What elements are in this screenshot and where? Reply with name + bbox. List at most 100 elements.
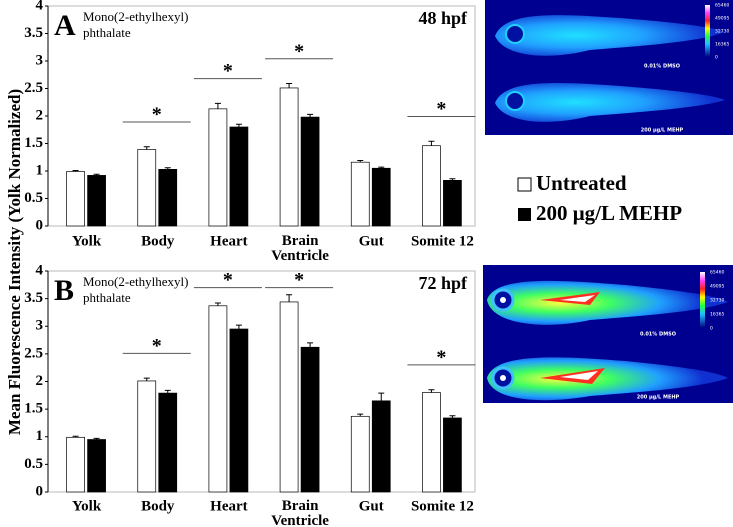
colorbar-label: 49095 xyxy=(715,16,729,22)
bar xyxy=(229,126,249,227)
bar xyxy=(137,380,157,493)
y-tick-label: 4 xyxy=(36,262,44,278)
x-tick-label: Heart xyxy=(210,233,247,249)
bar xyxy=(422,145,441,227)
inset-image xyxy=(483,265,733,403)
y-tick-label: 0 xyxy=(36,483,44,499)
x-tick-label: Gut xyxy=(359,233,384,249)
error-bar xyxy=(143,377,150,381)
annotation: Mono(2-ethylhexyl) phthalate xyxy=(83,9,188,40)
image-label: 200 μg/L MEHP xyxy=(641,128,684,134)
significance-star: * xyxy=(436,347,446,369)
label-line: Mono(2-ethylhexyl) xyxy=(83,9,188,24)
label-line: Brain xyxy=(282,498,319,514)
label-line: Brain xyxy=(282,233,319,249)
x-tick-label: Somite 12 xyxy=(411,233,474,249)
bar xyxy=(371,167,391,227)
legend-label: Untreated xyxy=(536,171,627,195)
error-bar xyxy=(214,302,221,306)
panel-letter: B xyxy=(54,274,74,307)
x-tick-label: Gut xyxy=(359,498,384,514)
y-tick-label: 2 xyxy=(36,373,44,389)
y-tick-label: 1 xyxy=(36,162,44,178)
bar xyxy=(158,169,178,227)
significance-star: * xyxy=(152,104,162,126)
bar xyxy=(137,149,157,227)
image-label: 0.01% DMSO xyxy=(644,64,680,70)
error-bar xyxy=(93,437,100,440)
error-bar xyxy=(428,389,435,393)
annotation: Mono(2-ethylhexyl) phthalate xyxy=(83,274,188,305)
significance-star: * xyxy=(223,269,233,291)
label-line: phthalate xyxy=(83,290,131,305)
bar xyxy=(443,417,462,493)
y-tick-label: 3 xyxy=(36,318,44,334)
y-tick-label: 3 xyxy=(36,52,44,68)
error-bar xyxy=(449,415,456,418)
bar xyxy=(443,180,462,227)
error-bar xyxy=(357,160,364,163)
y-tick-label: 0 xyxy=(36,217,44,233)
error-bar xyxy=(286,294,293,302)
colorbar-label: 0 xyxy=(715,55,718,61)
bar xyxy=(158,392,178,493)
panel-letter: A xyxy=(54,9,76,42)
error-bar xyxy=(428,140,435,146)
colorbar-label: 32730 xyxy=(715,29,729,35)
error-bar xyxy=(93,173,100,176)
bar xyxy=(87,175,106,227)
error-bar xyxy=(307,342,314,348)
y-tick-label: 2.5 xyxy=(24,345,43,361)
stage-label: 72 hpf xyxy=(418,273,468,293)
error-bar xyxy=(72,435,79,438)
x-tick-label: Heart xyxy=(210,498,247,514)
error-bar xyxy=(235,123,242,127)
error-bar xyxy=(286,83,293,88)
colorbar-label: 16365 xyxy=(710,312,724,318)
error-bar xyxy=(164,167,171,170)
error-bar xyxy=(143,146,150,150)
bar xyxy=(208,108,228,227)
label-line: Ventricle xyxy=(271,513,329,527)
x-tick-label: Body xyxy=(141,233,175,249)
y-tick-label: 1.5 xyxy=(24,401,43,417)
x-tick-label: Brain Ventricle xyxy=(271,498,329,527)
error-bar xyxy=(235,324,242,330)
error-bar xyxy=(164,389,171,394)
colorbar-label: 65460 xyxy=(715,3,729,9)
bar xyxy=(350,415,370,493)
bar xyxy=(87,439,106,493)
error-bar xyxy=(378,392,385,401)
error-bar xyxy=(214,102,221,109)
label-line: phthalate xyxy=(83,25,131,40)
x-tick-label: Yolk xyxy=(72,498,102,514)
legend-label: 200 μg/L MEHP xyxy=(536,201,682,225)
significance-star: * xyxy=(223,60,233,82)
y-tick-label: 1.5 xyxy=(24,135,43,151)
y-axis-label: Mean Fluorescence Intensity (Yolk Normal… xyxy=(5,89,24,435)
bar xyxy=(66,171,85,227)
y-tick-label: 0.5 xyxy=(24,190,43,206)
label-line: Mono(2-ethylhexyl) xyxy=(83,274,188,289)
error-bar xyxy=(357,413,364,417)
error-bar xyxy=(72,169,79,172)
image-label: 200 μg/L MEHP xyxy=(637,395,680,401)
error-bar xyxy=(307,113,314,118)
legend-swatch xyxy=(518,208,531,221)
significance-star: * xyxy=(152,335,162,357)
image-label: 0.01% DMSO xyxy=(640,332,676,338)
bar xyxy=(300,346,320,493)
bar xyxy=(350,161,370,227)
label-line: Ventricle xyxy=(271,248,329,264)
x-tick-label: Yolk xyxy=(72,233,102,249)
y-tick-label: 4 xyxy=(36,0,44,13)
error-bar xyxy=(378,166,385,169)
inset-image xyxy=(485,0,733,135)
colorbar-label: 49095 xyxy=(710,284,724,290)
bar xyxy=(422,392,441,493)
legend-swatch xyxy=(517,177,532,192)
bar xyxy=(279,87,299,227)
y-tick-label: 1 xyxy=(36,428,44,444)
bar xyxy=(300,116,320,227)
bar xyxy=(229,328,249,493)
